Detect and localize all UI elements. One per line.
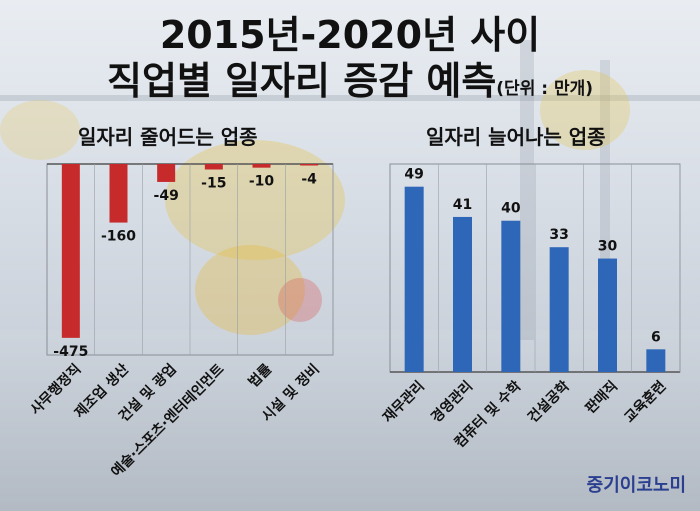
increase-bar (501, 220, 521, 372)
increase-bar (549, 247, 569, 372)
decrease-bar (204, 164, 223, 170)
increase-category-label: 경영관리 (428, 378, 476, 426)
increase-bar (598, 258, 617, 372)
decrease-bar (157, 164, 176, 182)
brand-logo-text: 중기이코노미 (586, 475, 686, 496)
decrease-data-label: -49 (154, 188, 179, 204)
decrease-bar (109, 164, 128, 223)
chart-title-main: 직업별 일자리 증감 예측 (106, 59, 497, 103)
increase-bar (404, 186, 424, 372)
decrease-data-label: -160 (101, 229, 136, 245)
increase-category-label: 재무관리 (379, 378, 427, 426)
chart-title-line2: 직업별 일자리 증감 예측(단위 : 만개) (0, 50, 700, 105)
increase-data-label: 6 (651, 329, 661, 345)
decrease-bar (61, 164, 80, 338)
increase-panel-title: 일자리 늘어나는 업종 (426, 125, 606, 149)
increase-category-label: 건설공학 (524, 378, 573, 427)
chart-title-line1: 2015년-2020년 사이 (159, 13, 541, 57)
decrease-bar (252, 164, 271, 168)
increase-data-label: 40 (501, 201, 521, 217)
increase-data-label: 41 (453, 197, 472, 213)
decrease-data-label: -10 (249, 174, 275, 190)
increase-data-label: 49 (404, 167, 423, 183)
increase-category-label: 판매직 (582, 378, 621, 417)
decrease-data-label: -15 (201, 175, 226, 191)
decrease-data-label: -4 (301, 171, 317, 187)
decrease-data-label: -475 (53, 344, 88, 360)
increase-bar (646, 349, 666, 372)
increase-data-label: 33 (549, 227, 568, 243)
increase-bar (453, 216, 472, 372)
increase-data-label: 30 (598, 239, 618, 255)
unit-label: (단위 : 만개) (496, 79, 594, 99)
decrease-category-label: 법률 (245, 361, 275, 391)
decrease-panel-title: 일자리 줄어드는 업종 (78, 125, 258, 149)
decrease-bar (300, 164, 319, 166)
increase-category-label: 교육훈련 (621, 378, 669, 426)
